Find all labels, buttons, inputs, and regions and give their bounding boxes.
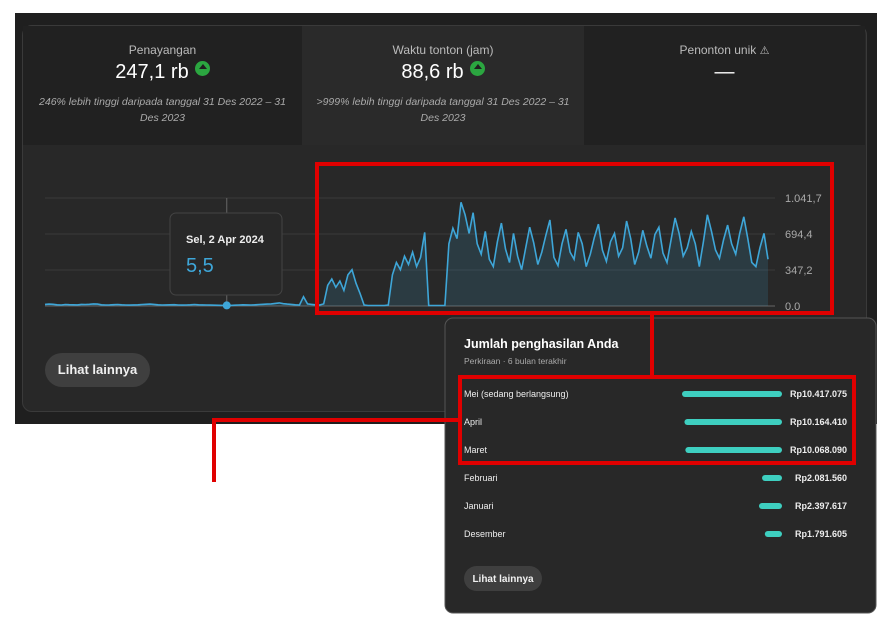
row-label: April <box>464 417 482 427</box>
earnings-bar <box>684 419 782 425</box>
line <box>44 202 769 307</box>
connector <box>212 418 460 482</box>
hover-point <box>222 301 231 310</box>
highlight-box <box>315 162 834 315</box>
stat-tile[interactable]: Penayangan 247,1 rb 246% lebih tinggi da… <box>23 26 302 145</box>
row-value: Rp10.417.075 <box>790 389 847 399</box>
stat-value: 247,1 rb <box>115 61 189 83</box>
row-label: Januari <box>464 501 494 511</box>
row-label: Desember <box>464 529 506 539</box>
y-tick-label: 1.041,7 <box>785 193 822 205</box>
row-value: Rp1.791.605 <box>795 529 847 539</box>
stat-value: 88,6 rb <box>401 61 464 83</box>
stat-note: >999% lebih tinggi daripada tanggal 31 D… <box>316 96 570 124</box>
y-tick-label: 347,2 <box>785 265 813 277</box>
stat-label: Penonton unik <box>679 43 757 57</box>
row-label: Februari <box>464 473 498 483</box>
row-label: Maret <box>464 445 488 455</box>
up-icon <box>469 61 485 76</box>
earnings-bar <box>762 475 782 481</box>
highlight <box>212 162 856 482</box>
row-label: Mei (sedang berlangsung) <box>464 389 569 399</box>
area <box>45 202 768 306</box>
tooltip-box <box>169 212 283 296</box>
earnings-title: Jumlah penghasilan Anda <box>464 337 619 351</box>
earnings-button-label: Lihat lainnya <box>472 574 534 585</box>
up-icon <box>194 61 210 76</box>
earnings-bar <box>682 391 782 397</box>
row-value: Rp2.081.560 <box>795 473 847 483</box>
stat-value: — <box>714 61 735 83</box>
stat-label: Waktu tonton (jam) <box>392 43 494 57</box>
y-tick-label: 0.0 <box>785 301 800 313</box>
tooltip-value: 5,5 <box>186 255 214 277</box>
row-value: Rp10.164.410 <box>790 417 847 427</box>
more-button[interactable]: Lihat lainnya <box>45 353 150 387</box>
stat-tile[interactable]: Penonton unik ⚠ — <box>584 26 865 145</box>
row-value: Rp2.397.617 <box>795 501 847 511</box>
earnings-bar <box>764 531 782 537</box>
row-value: Rp10.068.090 <box>790 445 847 455</box>
earnings-bar <box>685 447 782 453</box>
earnings-subtitle: Perkiraan · 6 bulan terakhir <box>464 356 567 366</box>
tooltip: Sel, 2 Apr 2024 5,5 <box>169 212 283 296</box>
earnings-bar <box>758 503 782 509</box>
stat-note: 246% lebih tinggi daripada tanggal 31 De… <box>39 96 286 124</box>
warning-icon: ⚠ <box>759 45 770 57</box>
tooltip-date: Sel, 2 Apr 2024 <box>186 234 265 246</box>
y-tick-label: 694,4 <box>785 229 813 241</box>
stat-label: Penayangan <box>128 43 197 57</box>
stat-tile[interactable]: Waktu tonton (jam) 88,6 rb >999% lebih t… <box>302 26 584 145</box>
earnings-button[interactable] <box>464 566 542 591</box>
